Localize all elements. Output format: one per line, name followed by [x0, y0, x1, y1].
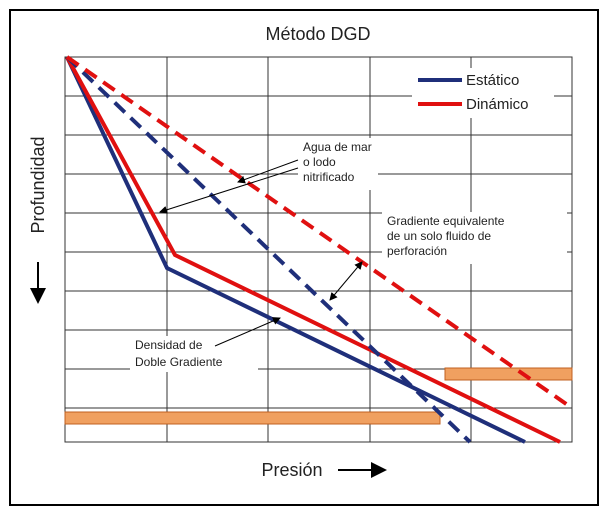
- annotation: nitrificado: [303, 170, 355, 184]
- formation-bar: [444, 367, 573, 381]
- static-dashed: [65, 55, 472, 444]
- arrow: [329, 261, 363, 301]
- annotation: Densidad de: [135, 338, 203, 352]
- legend-bg: [412, 68, 554, 118]
- dynamic-dashed: [65, 55, 574, 410]
- annotation: de un solo fluido de: [387, 229, 491, 243]
- legend-label: Dinámico: [466, 96, 529, 113]
- x-label: Presión: [261, 460, 322, 480]
- annotation: Gradiente equivalente: [387, 214, 505, 228]
- note-bg: [382, 212, 567, 264]
- note-bg: [298, 138, 378, 190]
- arrow: [237, 159, 299, 184]
- note-bg: [130, 336, 258, 372]
- title: Método DGD: [265, 24, 370, 44]
- annotation: perforación: [387, 244, 447, 258]
- y-label: Profundidad: [28, 136, 48, 233]
- annotation: Doble Gradiente: [135, 355, 223, 369]
- annotation: o lodo: [303, 155, 336, 169]
- dynamic-line: [65, 56, 561, 444]
- arrow: [159, 167, 299, 214]
- static-line: [65, 56, 526, 444]
- arrow: [214, 317, 281, 347]
- legend-label: Estático: [466, 72, 519, 89]
- formation-bar: [64, 411, 441, 425]
- annotation: Agua de mar: [303, 140, 372, 154]
